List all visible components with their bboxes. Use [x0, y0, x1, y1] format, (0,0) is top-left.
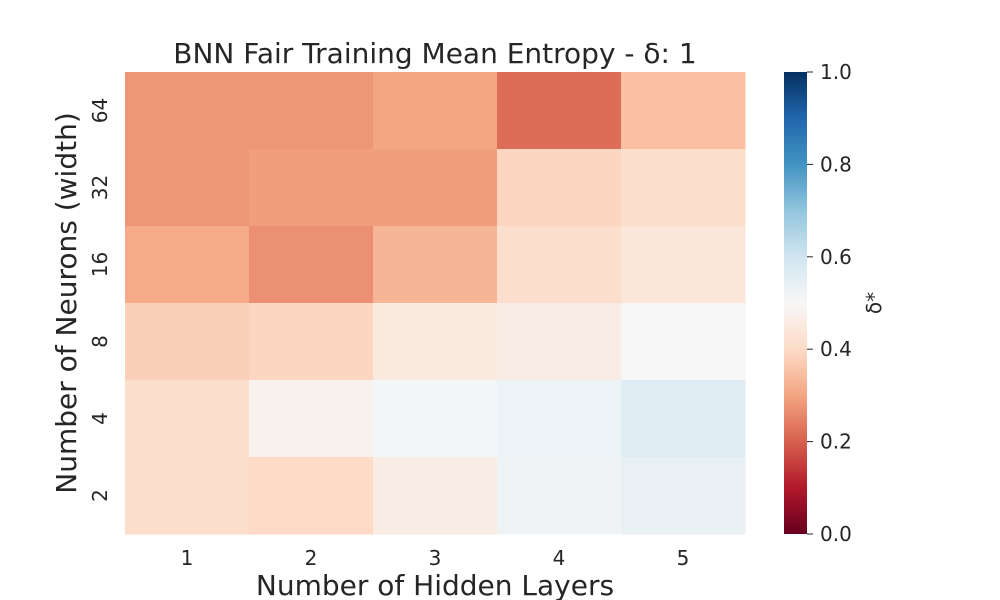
heatmap-cell — [621, 457, 746, 535]
heatmap-cells — [125, 72, 746, 535]
heatmap-cell — [249, 457, 374, 535]
heatmap-cell — [249, 380, 374, 458]
heatmap-cell — [249, 149, 374, 227]
heatmap-cell — [373, 226, 498, 304]
y-tick-label: 2 — [88, 489, 112, 502]
y-axis-label: Number of Neurons (width) — [50, 112, 83, 493]
heatmap-cell — [373, 72, 498, 150]
heatmap-cell — [373, 303, 498, 381]
colorbar-tick-label: 0.2 — [820, 430, 852, 454]
x-tick-label: 5 — [677, 546, 690, 570]
colorbar-tick-label: 0.4 — [820, 337, 852, 361]
heatmap-cell — [373, 380, 498, 458]
colorbar-tick-label: 0.8 — [820, 152, 852, 176]
y-tick-label: 16 — [88, 252, 112, 277]
heatmap-cell — [497, 303, 622, 381]
x-axis-label: Number of Hidden Layers — [256, 569, 614, 600]
colorbar-tick-label: 0.0 — [820, 522, 852, 546]
colorbar — [784, 72, 807, 534]
heatmap-cell — [249, 226, 374, 304]
heatmap-cell — [373, 149, 498, 227]
colorbar-tick-label: 1.0 — [820, 60, 852, 84]
heatmap-cell — [621, 226, 746, 304]
heatmap-cell — [497, 149, 622, 227]
heatmap-cell — [621, 149, 746, 227]
x-tick-label: 4 — [553, 546, 566, 570]
heatmap-cell — [621, 380, 746, 458]
y-tick-labels: 64 32 16 8 4 2 — [88, 98, 112, 502]
heatmap-cell — [621, 303, 746, 381]
heatmap-cell — [621, 72, 746, 150]
y-tick-label: 4 — [88, 412, 112, 425]
y-tick-label: 8 — [88, 335, 112, 348]
heatmap-cell — [497, 72, 622, 150]
heatmap-cell — [125, 149, 250, 227]
chart-title: BNN Fair Training Mean Entropy - δ: 1 — [173, 37, 696, 70]
heatmap-cell — [125, 226, 250, 304]
heatmap-cell — [125, 380, 250, 458]
heatmap-cell — [249, 72, 374, 150]
x-tick-label: 1 — [181, 546, 194, 570]
x-tick-label: 3 — [429, 546, 442, 570]
colorbar-tick-label: 0.6 — [820, 245, 852, 269]
heatmap-cell — [373, 457, 498, 535]
colorbar-ticks: 0.0 0.2 0.4 0.6 0.8 1.0 — [807, 60, 852, 546]
y-tick-label: 64 — [88, 98, 112, 123]
y-tick-label: 32 — [88, 175, 112, 200]
heatmap-cell — [497, 457, 622, 535]
heatmap-cell — [497, 380, 622, 458]
heatmap-cell — [125, 303, 250, 381]
heatmap-cell — [249, 303, 374, 381]
heatmap-cell — [125, 457, 250, 535]
x-tick-labels: 1 2 3 4 5 — [181, 546, 690, 570]
colorbar-label: δ* — [862, 292, 886, 314]
heatmap-cell — [497, 226, 622, 304]
heatmap-cell — [125, 72, 250, 150]
x-tick-label: 2 — [305, 546, 318, 570]
